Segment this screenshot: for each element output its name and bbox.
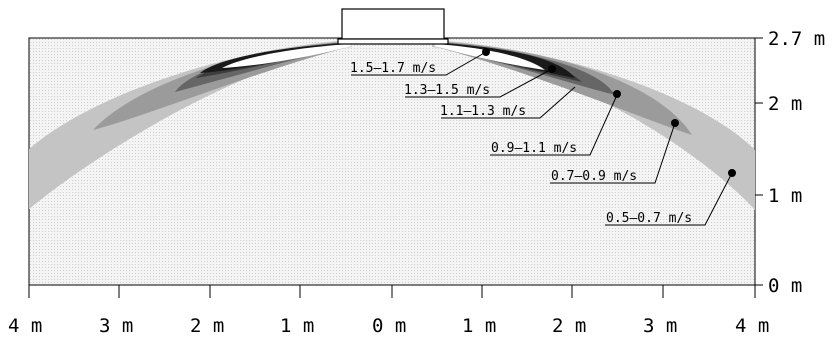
x-tick-label: 1 m — [462, 315, 496, 337]
x-tick-label: 2 m — [190, 315, 224, 337]
y-tick-label: 0 m — [768, 275, 802, 297]
zone-label: 0.9–1.1 m/s — [491, 141, 577, 156]
x-tick-label: 2 m — [552, 315, 586, 337]
marker-dot — [548, 65, 556, 73]
zone-label: 1.5–1.7 m/s — [350, 61, 436, 76]
y-tick-label: 1 m — [768, 185, 802, 207]
zone-label: 1.3–1.5 m/s — [404, 83, 490, 98]
ceiling-air-conditioner-icon — [337, 8, 449, 45]
zone-label: 0.5–0.7 m/s — [606, 211, 692, 226]
y-tick-label: 2.7 m — [768, 28, 825, 50]
zone-label: 0.7–0.9 m/s — [551, 169, 637, 184]
marker-dot — [728, 169, 736, 177]
x-tick-label: 4 m — [735, 315, 769, 337]
x-tick-label: 4 m — [8, 315, 42, 337]
marker-dot — [613, 90, 621, 98]
label-leaders — [351, 51, 733, 226]
y-tick-label: 2 m — [768, 93, 802, 115]
marker-dot — [482, 48, 490, 56]
y-axis: 2.7 m 2 m 1 m 0 m — [755, 28, 825, 297]
zone-1.5-1.7 — [222, 44, 545, 70]
marker-dot — [671, 119, 679, 127]
label-markers — [482, 48, 736, 177]
plot-area — [28, 37, 756, 286]
x-tick-label: 3 m — [643, 315, 677, 337]
x-tick-label: 1 m — [280, 315, 314, 337]
x-tick-label: 3 m — [99, 315, 133, 337]
x-axis: 4 m 3 m 2 m 1 m 0 m 1 m 2 m 3 m 4 m — [8, 284, 769, 337]
x-tick-label: 0 m — [372, 315, 406, 337]
zone-label: 1.1–1.3 m/s — [440, 104, 526, 119]
